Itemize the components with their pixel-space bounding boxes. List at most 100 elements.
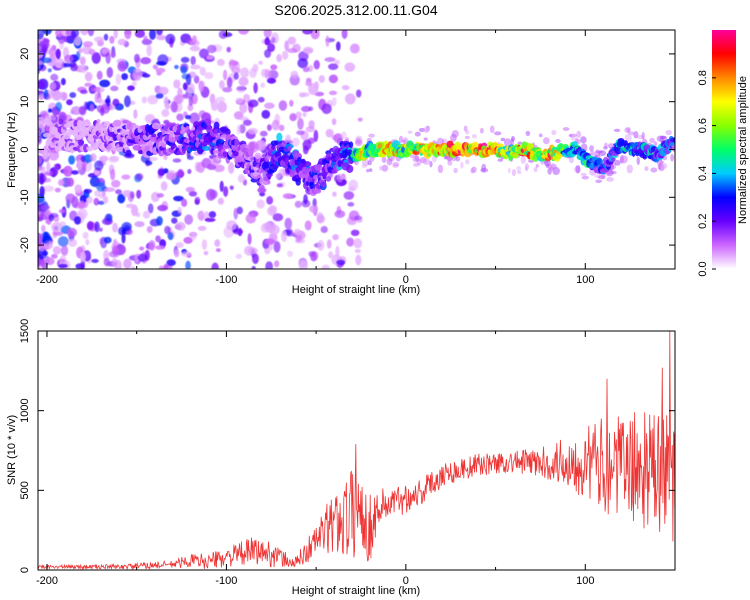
spectrogram-cell: [65, 30, 73, 36]
spectrogram-cell: [175, 242, 184, 248]
spectrogram-cell: [106, 67, 114, 78]
spectrogram-cell: [549, 163, 557, 170]
spectrogram-cell: [264, 68, 271, 80]
spectrogram-cell: [332, 191, 337, 197]
spectrogram-cell: [51, 90, 62, 101]
spectrogram-cell: [131, 81, 137, 86]
spectrogram-cell: [77, 208, 88, 220]
spectrogram-cell: [79, 56, 86, 66]
spectrogram-cell: [228, 162, 235, 174]
spectrogram-cell: [278, 100, 288, 111]
spectrogram-cell: [423, 137, 428, 141]
spectrogram-cell: [71, 170, 79, 175]
spectrogram-cell: [257, 187, 267, 194]
spectrogram-cell: [187, 103, 194, 112]
spectrogram-cell: [94, 169, 100, 176]
spectrogram-cell: [205, 55, 215, 60]
spectrogram-cell: [481, 163, 487, 173]
spectrogram-cell: [264, 221, 276, 233]
spectrogram-cell: [117, 38, 127, 46]
spectrogram-cell: [50, 73, 59, 81]
spectrogram-cell: [175, 221, 186, 231]
spectrogram-cell: [121, 232, 126, 244]
spectrogram-cell: [409, 154, 418, 159]
spectrogram-cell: [332, 234, 339, 241]
spectrogram-cell: [41, 224, 46, 233]
spectrogram-cell: [127, 85, 135, 91]
spectrogram-cell: [38, 92, 45, 100]
spectrogram-cell: [308, 251, 315, 257]
spectrogram-cell: [252, 253, 259, 265]
spectrogram-cell: [235, 97, 244, 104]
spectrogram-cell: [86, 145, 94, 152]
spectrogram-cell: [130, 191, 135, 199]
spectrogram-cell: [38, 232, 43, 244]
spectrogram-cell: [156, 193, 164, 198]
spectrogram-cell: [228, 59, 236, 71]
spectrogram-cell: [84, 82, 93, 87]
spectrogram-cell: [229, 185, 234, 190]
spectrogram-cell: [146, 44, 152, 57]
spectrogram-cell: [309, 205, 319, 213]
spectrogram-cell: [132, 68, 143, 81]
spectrogram-cell: [39, 173, 45, 185]
spectrogram-cell: [291, 137, 300, 147]
spectrogram-cell: [511, 168, 517, 177]
spectrogram-cell: [75, 50, 81, 61]
spectrogram-cell: [350, 229, 360, 237]
spectrogram-cell: [185, 73, 192, 86]
spectrogram-cell: [151, 122, 161, 130]
spectrogram-cell: [93, 36, 105, 43]
spectrogram-cell: [52, 246, 62, 255]
spectrogram-cell: [46, 161, 51, 174]
spectrogram-xtick-label: 100: [576, 274, 594, 286]
spectrogram-cell: [571, 134, 575, 141]
spectrogram-cell: [201, 157, 212, 169]
spectrogram-cell: [155, 235, 161, 243]
spectrogram-cell: [290, 70, 299, 79]
spectrogram-cell: [48, 48, 57, 57]
spectrogram-cell: [245, 213, 257, 224]
spectrogram-xtick-label: -100: [215, 274, 237, 286]
spectrogram-cell: [272, 213, 284, 222]
spectrogram-cell: [117, 61, 128, 72]
spectrogram-cell: [156, 34, 167, 41]
spectrogram-cell: [517, 141, 523, 145]
spectrogram-cell: [110, 85, 119, 92]
spectrogram-cell: [117, 193, 126, 204]
spectrogram-cell: [68, 155, 76, 165]
spectrogram-cell: [525, 130, 531, 136]
spectrogram-cell: [55, 101, 63, 112]
spectrogram-cell: [181, 198, 188, 207]
spectrogram-cell: [437, 164, 444, 174]
spectrogram-cell: [68, 238, 78, 248]
spectrogram-cell: [97, 97, 103, 103]
spectrogram-cell: [104, 187, 116, 192]
spectrogram-cell: [177, 168, 184, 179]
spectrogram-cell: [313, 174, 319, 180]
spectrogram-cell: [670, 153, 674, 162]
snr-ytick-label: 500: [19, 481, 31, 499]
colorbar-label: Normalized spectral amplitude: [737, 76, 749, 224]
spectrogram-cell: [134, 30, 146, 38]
spectrogram-cell: [303, 193, 308, 205]
spectrogram-cell: [146, 225, 153, 233]
spectrogram-cell: [123, 258, 132, 269]
spectrogram-cell: [74, 184, 83, 194]
spectrogram-cell: [188, 95, 194, 107]
spectrogram-cell: [257, 96, 265, 103]
spectrogram-cell: [289, 113, 297, 122]
spectrogram-cell: [264, 39, 272, 45]
spectrogram-cell: [624, 127, 630, 134]
spectrogram-cell: [222, 86, 233, 93]
spectrogram-cell: [589, 145, 594, 152]
spectrogram-cell: [198, 80, 205, 93]
spectrogram-cell: [122, 189, 133, 197]
spectrogram-cell: [649, 137, 655, 144]
spectrogram-cell: [189, 39, 200, 47]
spectrogram-cell: [121, 174, 131, 180]
spectrogram-cell: [173, 195, 184, 202]
spectrogram-cell: [361, 163, 368, 169]
spectrogram-cell: [295, 111, 302, 119]
